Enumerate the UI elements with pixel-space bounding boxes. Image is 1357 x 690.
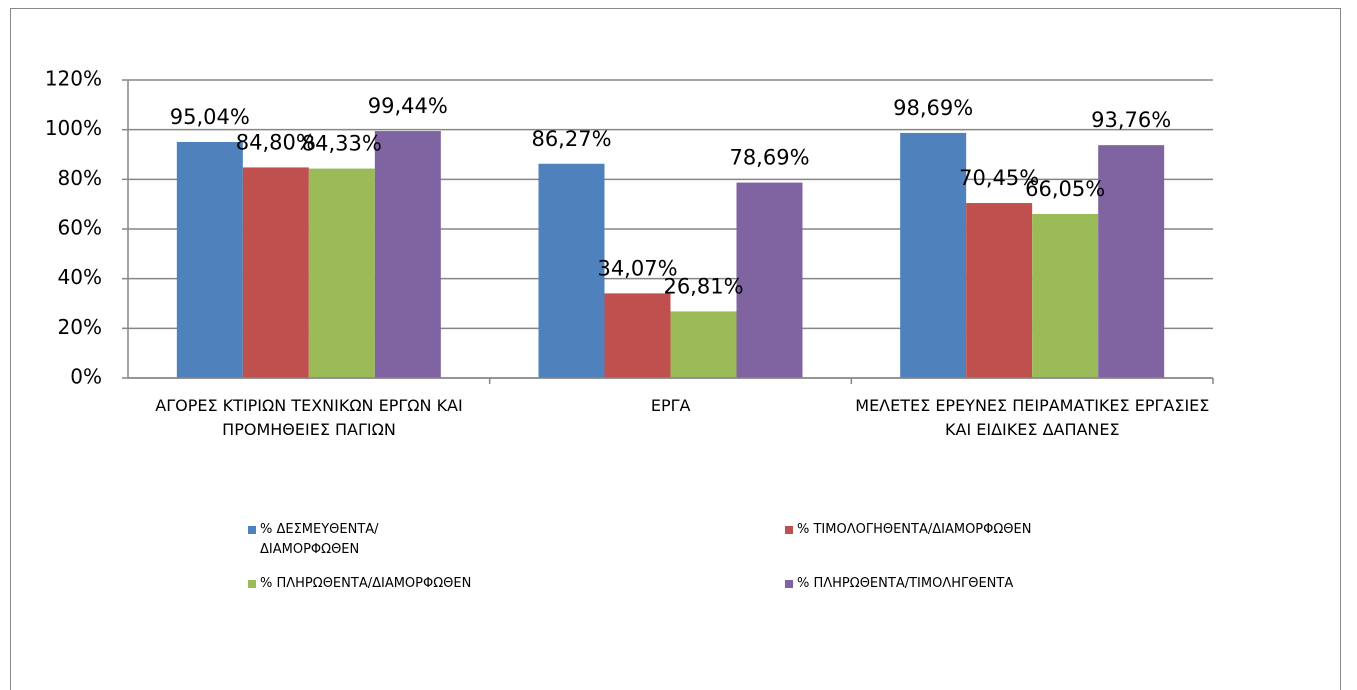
bar — [176, 141, 243, 378]
legend-item: % ΤΙΜΟΛΟΓΗΘΕΝΤΑ/ΔΙΑΜΟΡΦΩΘΕΝ — [785, 520, 1031, 540]
data-label: 70,45% — [959, 166, 1039, 190]
bar — [736, 182, 803, 378]
data-label: 86,27% — [531, 127, 611, 151]
legend-item: % ΔΕΣΜΕΥΘΕΝΤΑ/ ΔΙΑΜΟΡΦΩΘΕΝ — [248, 520, 438, 560]
data-label: 93,76% — [1091, 108, 1171, 132]
bar — [538, 163, 605, 378]
legend-swatch — [785, 526, 793, 534]
x-tick-label: ΑΓΟΡΕΣ ΚΤΙΡΙΩΝ ΤΕΧΝΙΚΩΝ ΕΡΓΩΝ ΚΑΙ ΠΡΟΜΗΘ… — [155, 396, 463, 439]
data-label: 26,81% — [663, 274, 743, 298]
x-tick-label: ΕΡΓΑ — [650, 396, 691, 415]
legend-label: % ΔΕΣΜΕΥΘΕΝΤΑ/ ΔΙΑΜΟΡΦΩΘΕΝ — [260, 522, 379, 557]
data-label: 66,05% — [1025, 177, 1105, 201]
bar — [604, 293, 671, 378]
data-label: 98,69% — [893, 96, 973, 120]
legend-item: % ΠΛΗΡΩΘΕΝΤΑ/ΔΙΑΜΟΡΦΩΘΕΝ — [248, 574, 471, 594]
bar — [308, 168, 375, 378]
bar — [966, 203, 1033, 378]
y-tick-label: 120% — [45, 67, 102, 91]
bar — [1032, 213, 1099, 378]
legend-swatch — [785, 580, 793, 588]
legend-swatch — [248, 526, 256, 534]
data-label: 99,44% — [368, 94, 448, 118]
legend-label: % ΠΛΗΡΩΘΕΝΤΑ/ΤΙΜΟΛΗΓΘΕΝΤΑ — [797, 576, 1014, 591]
y-tick-label: 60% — [58, 216, 102, 240]
y-tick-label: 100% — [45, 116, 102, 140]
y-tick-label: 0% — [70, 365, 102, 389]
data-label: 84,33% — [302, 132, 382, 156]
bar — [670, 311, 737, 378]
data-label: 84,80% — [236, 130, 316, 154]
y-tick-label: 80% — [58, 166, 102, 190]
legend-label: % ΤΙΜΟΛΟΓΗΘΕΝΤΑ/ΔΙΑΜΟΡΦΩΘΕΝ — [797, 522, 1032, 537]
data-label: 34,07% — [597, 256, 677, 280]
data-label: 78,69% — [729, 146, 809, 170]
legend-swatch — [248, 580, 256, 588]
y-tick-label: 20% — [58, 315, 102, 339]
data-label: 95,04% — [170, 105, 250, 129]
chart-border — [10, 8, 1341, 690]
bar — [1098, 145, 1165, 378]
bar — [242, 167, 309, 378]
legend-label: % ΠΛΗΡΩΘΕΝΤΑ/ΔΙΑΜΟΡΦΩΘΕΝ — [260, 576, 472, 591]
bar — [900, 132, 967, 378]
x-tick-label: ΜΕΛΕΤΕΣ ΕΡΕΥΝΕΣ ΠΕΙΡΑΜΑΤΙΚΕΣ ΕΡΓΑΣΙΕΣ ΚΑ… — [855, 396, 1210, 439]
y-tick-label: 40% — [58, 265, 102, 289]
bar — [374, 131, 441, 378]
legend-item: % ΠΛΗΡΩΘΕΝΤΑ/ΤΙΜΟΛΗΓΘΕΝΤΑ — [785, 574, 1013, 594]
